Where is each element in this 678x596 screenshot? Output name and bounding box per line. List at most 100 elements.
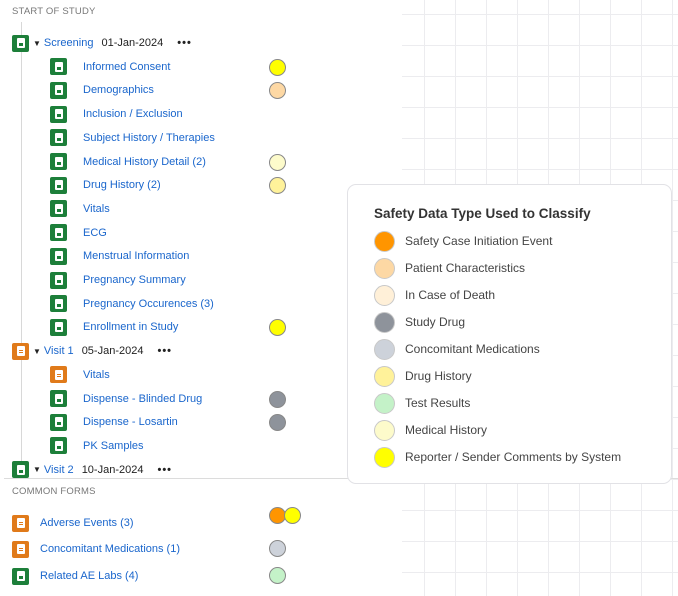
form-link[interactable]: Vitals xyxy=(83,368,110,381)
legend-swatch xyxy=(374,257,395,279)
legend-label: Study Drug xyxy=(405,315,466,329)
form-icon[interactable] xyxy=(12,567,29,585)
safety-dot-yellow xyxy=(284,507,301,524)
safety-dot-peach xyxy=(269,82,286,100)
form-icon[interactable] xyxy=(50,81,67,99)
form-icon[interactable] xyxy=(50,129,67,147)
legend-item: Medical History xyxy=(374,419,487,441)
visit-link[interactable]: Visit 1 xyxy=(43,345,74,358)
more-options-button[interactable]: ••• xyxy=(177,37,192,49)
form-row: Dispense - Losartin xyxy=(50,413,178,431)
form-link[interactable]: Informed Consent xyxy=(83,60,171,73)
form-icon[interactable] xyxy=(12,514,29,532)
form-row: Pregnancy Summary xyxy=(50,271,186,289)
legend-item: Concomitant Medications xyxy=(374,338,540,360)
legend-label: Test Results xyxy=(405,396,471,410)
visit-link[interactable]: Screening xyxy=(43,37,94,49)
form-link[interactable]: Dispense - Losartin xyxy=(83,416,178,429)
form-link[interactable]: Inclusion / Exclusion xyxy=(83,108,183,121)
common-form-row: Related AE Labs (4) xyxy=(12,567,138,585)
form-link[interactable]: Pregnancy Summary xyxy=(83,274,186,286)
form-icon[interactable] xyxy=(50,58,67,76)
form-icon[interactable] xyxy=(12,34,29,52)
legend-item: Test Results xyxy=(374,392,471,414)
form-link[interactable]: PK Samples xyxy=(83,439,144,452)
form-icon[interactable] xyxy=(50,295,67,313)
form-link[interactable]: Drug History (2) xyxy=(83,179,161,192)
form-icon[interactable] xyxy=(50,437,67,455)
legend-swatch xyxy=(374,365,395,387)
form-link[interactable]: Menstrual Information xyxy=(83,250,190,263)
legend-title: Safety Data Type Used to Classify xyxy=(374,206,591,221)
form-row: Menstrual Information xyxy=(50,247,189,265)
form-icon[interactable] xyxy=(50,200,67,218)
form-icon[interactable] xyxy=(50,153,67,170)
legend-swatch xyxy=(374,446,395,468)
more-options-button[interactable]: ••• xyxy=(157,463,173,476)
form-link[interactable]: Medical History Detail (2) xyxy=(83,155,206,168)
form-link[interactable]: Enrollment in Study xyxy=(83,321,179,334)
legend-label: Reporter / Sender Comments by System xyxy=(405,450,622,464)
visit-link[interactable]: Visit 2 xyxy=(43,463,74,476)
form-link[interactable]: Vitals xyxy=(83,202,110,215)
caret-down-icon[interactable]: ▼ xyxy=(33,465,41,475)
form-link[interactable]: Adverse Events (3) xyxy=(40,517,134,529)
legend-swatch xyxy=(374,284,395,306)
form-link[interactable]: Demographics xyxy=(83,84,154,97)
form-icon[interactable] xyxy=(50,390,67,407)
form-icon[interactable] xyxy=(50,318,67,336)
form-row: Drug History (2) xyxy=(50,176,161,194)
form-row: Informed Consent xyxy=(50,58,170,76)
form-icon[interactable] xyxy=(50,413,67,431)
form-row: ECG xyxy=(50,224,107,242)
form-icon[interactable] xyxy=(50,247,67,265)
form-link[interactable]: Subject History / Therapies xyxy=(83,131,215,144)
visit-row: ▼ Visit 1 05-Jan-2024 ••• xyxy=(12,342,172,360)
safety-dot-yellow xyxy=(269,58,286,76)
legend-swatch xyxy=(374,419,395,441)
safety-dot-darkgray xyxy=(269,414,286,432)
form-link[interactable]: Concomitant Medications (1) xyxy=(40,543,181,555)
legend-swatch xyxy=(374,311,395,333)
form-link[interactable]: ECG xyxy=(83,226,107,239)
section-common-forms: COMMON FORMS xyxy=(12,486,96,497)
visit-row: ▼ Visit 2 10-Jan-2024 ••• xyxy=(12,461,172,479)
form-icon[interactable] xyxy=(50,105,67,123)
caret-down-icon[interactable]: ▼ xyxy=(33,38,41,48)
section-start-of-study: START OF STUDY xyxy=(12,6,96,17)
common-form-row: Adverse Events (3) xyxy=(12,514,134,532)
legend-item: In Case of Death xyxy=(374,284,496,306)
form-icon[interactable] xyxy=(50,271,67,289)
visit-row: ▼ Screening 01-Jan-2024 ••• xyxy=(12,34,192,52)
safety-dot-lightgray xyxy=(269,540,286,557)
legend-item: Drug History xyxy=(374,365,472,387)
form-icon[interactable] xyxy=(12,342,29,360)
legend-swatch xyxy=(374,230,395,252)
form-row: Demographics xyxy=(50,81,154,99)
legend-label: Patient Characteristics xyxy=(405,261,526,275)
form-row: PK Samples xyxy=(50,437,144,455)
tree-line xyxy=(21,22,22,478)
legend-label: Concomitant Medications xyxy=(405,342,540,356)
form-icon[interactable] xyxy=(50,366,67,384)
legend-label: Drug History xyxy=(405,369,472,383)
safety-dot-paleyellow xyxy=(269,177,286,195)
safety-dot-darkgray xyxy=(269,390,286,408)
form-icon[interactable] xyxy=(12,540,29,558)
legend-item: Patient Characteristics xyxy=(374,257,526,279)
form-icon[interactable] xyxy=(50,176,67,194)
form-link[interactable]: Pregnancy Occurences (3) xyxy=(83,297,214,310)
visit-date: 10-Jan-2024 xyxy=(81,463,144,476)
form-link[interactable]: Dispense - Blinded Drug xyxy=(83,392,203,405)
caret-down-icon[interactable]: ▼ xyxy=(33,346,41,356)
form-icon[interactable] xyxy=(50,224,67,242)
more-options-button[interactable]: ••• xyxy=(157,345,173,358)
form-row: Pregnancy Occurences (3) xyxy=(50,295,214,313)
legend-item: Study Drug xyxy=(374,311,466,333)
legend-swatch xyxy=(374,392,395,414)
form-icon[interactable] xyxy=(12,461,29,479)
form-link[interactable]: Related AE Labs (4) xyxy=(40,570,139,582)
legend-label: In Case of Death xyxy=(405,288,496,302)
safety-dot-green xyxy=(269,567,286,584)
form-row: Dispense - Blinded Drug xyxy=(50,390,202,408)
